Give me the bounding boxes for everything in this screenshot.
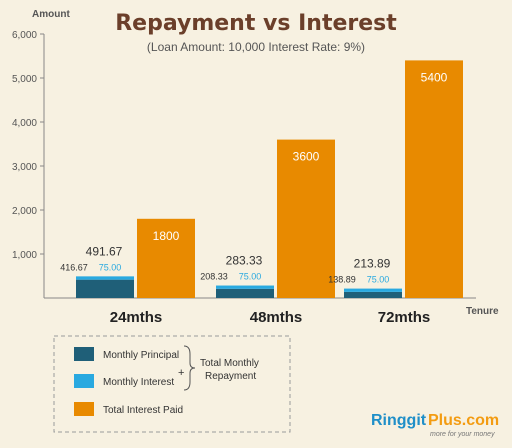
brand-name-plus: Plus.com [428, 412, 499, 429]
bar-monthly-interest [344, 288, 402, 292]
label-interest: 75.00 [99, 262, 122, 272]
y-tick-label: 4,000 [12, 118, 37, 129]
label-principal: 416.67 [60, 262, 88, 272]
legend-swatch-principal [74, 347, 94, 361]
legend-swatch-total-interest [74, 402, 94, 416]
label-principal: 208.33 [200, 272, 228, 282]
bar-monthly-principal [344, 291, 402, 298]
bar-monthly-interest [76, 276, 134, 280]
bar-total-interest [405, 60, 463, 299]
bar-monthly-interest [216, 285, 274, 289]
label-total-monthly: 213.89 [354, 257, 391, 271]
legend-label-total-interest: Total Interest Paid [103, 405, 183, 416]
brand-tagline: more for your money [430, 431, 495, 438]
y-tick-label: 6,000 [12, 30, 37, 41]
y-ticks: 1,000 2,000 3,000 4,000 5,000 6,000 [12, 30, 44, 261]
chart-title: Repayment vs Interest [115, 11, 397, 36]
brand-name-ringgit: Ringgit [371, 412, 427, 429]
label-total-interest: 3600 [293, 150, 320, 164]
data-labels: 1800 491.67 416.67 75.00 24mths 3600 283.33 208… [60, 70, 447, 326]
label-interest: 75.00 [367, 275, 390, 285]
x-axis-label: Tenure [466, 306, 499, 317]
legend: Monthly Principal Monthly Interest Total… [53, 335, 291, 433]
x-category-label: 72mths [378, 309, 431, 326]
y-tick-label: 5,000 [12, 74, 37, 85]
label-total-monthly: 491.67 [86, 244, 123, 258]
y-axis-label: Amount [32, 9, 70, 20]
label-principal: 138.89 [328, 275, 356, 285]
bar-total-interest [137, 218, 195, 298]
chart-subtitle: (Loan Amount: 10,000 Interest Rate: 9%) [147, 40, 365, 54]
legend-group-label-line2: Repayment [205, 371, 256, 382]
label-total-monthly: 283.33 [226, 254, 263, 268]
x-category-label: 24mths [110, 309, 163, 326]
legend-plus-sign: + [178, 367, 184, 379]
legend-label-interest: Monthly Interest [103, 377, 174, 388]
bars [76, 60, 463, 299]
label-interest: 75.00 [239, 272, 262, 282]
bar-monthly-principal [216, 288, 274, 298]
bar-total-interest [277, 139, 335, 298]
legend-brace [183, 345, 196, 391]
brand-logo: Ringgit Plus.com more for your money [371, 412, 499, 438]
y-tick-label: 3,000 [12, 162, 37, 173]
y-tick-label: 2,000 [12, 206, 37, 217]
bar-monthly-principal [76, 279, 134, 298]
legend-group-label-line1: Total Monthly [200, 358, 259, 369]
legend-frame [53, 335, 291, 433]
legend-swatch-interest [74, 374, 94, 388]
legend-label-principal: Monthly Principal [103, 350, 179, 361]
label-total-interest: 5400 [421, 70, 448, 84]
y-tick-label: 1,000 [12, 250, 37, 261]
x-category-label: 48mths [250, 309, 303, 326]
label-total-interest: 1800 [153, 229, 180, 243]
